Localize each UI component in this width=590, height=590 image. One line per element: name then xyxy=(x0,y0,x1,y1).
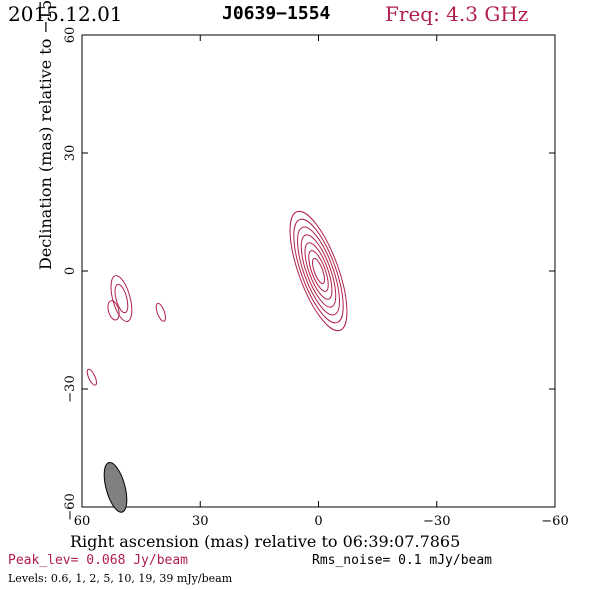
frequency-label: Freq: 4.3 GHz xyxy=(385,2,529,26)
peak-level-label: Peak_lev= 0.068 Jy/beam xyxy=(8,553,189,568)
y-axis-label: Declination (mas) relative to −15:54:12.… xyxy=(36,0,55,270)
x-tick-label: 60 xyxy=(74,514,91,529)
source-name: J0639−1554 xyxy=(222,3,331,24)
x-tick-label: 30 xyxy=(192,514,209,529)
plot-frame xyxy=(81,34,556,508)
y-tick-label: 0 xyxy=(63,267,78,275)
x-tick-label: −60 xyxy=(541,514,568,529)
y-tick-label: 30 xyxy=(63,145,78,162)
contour-core xyxy=(300,234,337,308)
x-axis-label: Right ascension (mas) relative to 06:39:… xyxy=(70,532,461,551)
y-tick-label: −30 xyxy=(63,375,78,402)
contour-core xyxy=(289,210,348,332)
contour-levels-label: Levels: 0.6, 1, 2, 5, 10, 19, 39 mJy/bea… xyxy=(8,572,233,585)
contour-core xyxy=(312,257,325,285)
x-tick-label: 0 xyxy=(314,514,322,529)
rms-noise-label: Rms_noise= 0.1 mJy/beam xyxy=(312,553,493,568)
contour-blob-1 xyxy=(110,275,133,322)
y-tick-label: −60 xyxy=(63,493,78,520)
contour-blob-3 xyxy=(155,302,166,322)
x-tick-label: −30 xyxy=(423,514,450,529)
contour-core xyxy=(297,226,340,316)
contour-core xyxy=(293,218,344,324)
contour-blob-1 xyxy=(114,283,129,314)
y-tick-label: 60 xyxy=(63,27,78,44)
contour-blob-2 xyxy=(107,300,120,321)
beam-ellipse xyxy=(103,461,128,513)
contour-blob-4 xyxy=(86,368,98,386)
contour-core xyxy=(308,250,329,292)
observation-date: 2015.12.01 xyxy=(8,2,123,26)
contour-core xyxy=(304,242,333,300)
